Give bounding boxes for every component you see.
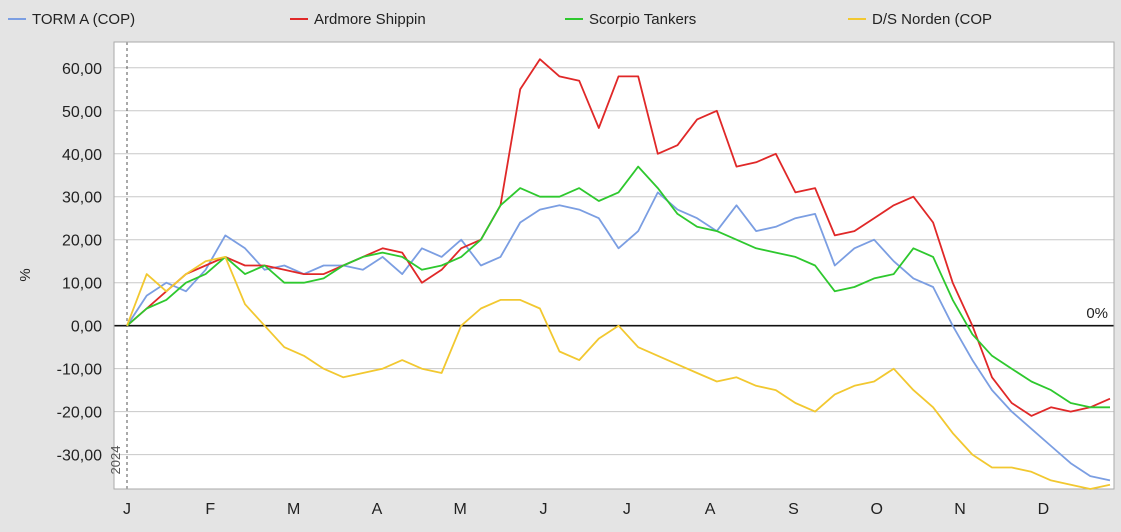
- x-tick-label: J: [123, 501, 131, 518]
- series-layer: [126, 58, 1111, 490]
- x-tick-label: M: [287, 501, 300, 518]
- x-tick-label: O: [871, 501, 883, 518]
- legend-item-ardmore-shippin[interactable]: Ardmore Shippin: [290, 11, 426, 28]
- legend-label: Ardmore Shippin: [314, 11, 426, 28]
- series-line-d-s-norden-cop: [126, 255, 1111, 490]
- zero-line-label: 0%: [1086, 305, 1108, 322]
- series-line-scorpio-tankers: [126, 165, 1110, 409]
- y-tick-label: 40,00: [62, 147, 102, 164]
- year-label: 2024: [108, 446, 123, 475]
- y-tick-label: 0,00: [71, 319, 102, 336]
- legend-label: D/S Norden (COP: [872, 11, 992, 28]
- x-tick-label: J: [623, 501, 631, 518]
- y-tick-label: 30,00: [62, 190, 102, 207]
- y-tick-label: -20,00: [57, 405, 102, 422]
- legend-label: TORM A (COP): [32, 11, 135, 28]
- legend-bar: [0, 0, 1121, 42]
- y-tick-label: 50,00: [62, 104, 102, 121]
- series-line-torm-a-cop: [126, 191, 1111, 482]
- y-tick-label: 20,00: [62, 233, 102, 250]
- x-tick-label: J: [540, 501, 548, 518]
- legend[interactable]: TORM A (COP) Ardmore Shippin Scorpio Tanke…: [8, 11, 992, 28]
- legend-item-torm-a-cop[interactable]: TORM A (COP): [8, 11, 135, 28]
- x-tick-label: M: [454, 501, 467, 518]
- x-tick-label: F: [205, 501, 215, 518]
- y-tick-label: 60,00: [62, 61, 102, 78]
- x-tick-label: D: [1038, 501, 1050, 518]
- x-tick-label: A: [705, 501, 716, 518]
- y-tick-label: -30,00: [57, 448, 102, 465]
- legend-label: Scorpio Tankers: [589, 11, 696, 28]
- grid-layer: [113, 41, 1115, 490]
- legend-item-scorpio-tankers[interactable]: Scorpio Tankers: [565, 11, 696, 28]
- legend-item-d-s-norden-cop[interactable]: D/S Norden (COP: [848, 11, 992, 28]
- x-tick-label: S: [788, 501, 799, 518]
- y-axis-label: %: [17, 268, 34, 281]
- x-tick-label: N: [954, 501, 966, 518]
- y-tick-label: 10,00: [62, 276, 102, 293]
- plot-border: [113, 41, 1115, 490]
- x-tick-label: A: [372, 501, 383, 518]
- series-line-ardmore-shippin: [126, 58, 1111, 417]
- y-tick-label: -10,00: [57, 362, 102, 379]
- axis-layer: 60,00 50,00 40,00 30,00 20,00 10,00 0,00 -10,00…: [57, 61, 1050, 518]
